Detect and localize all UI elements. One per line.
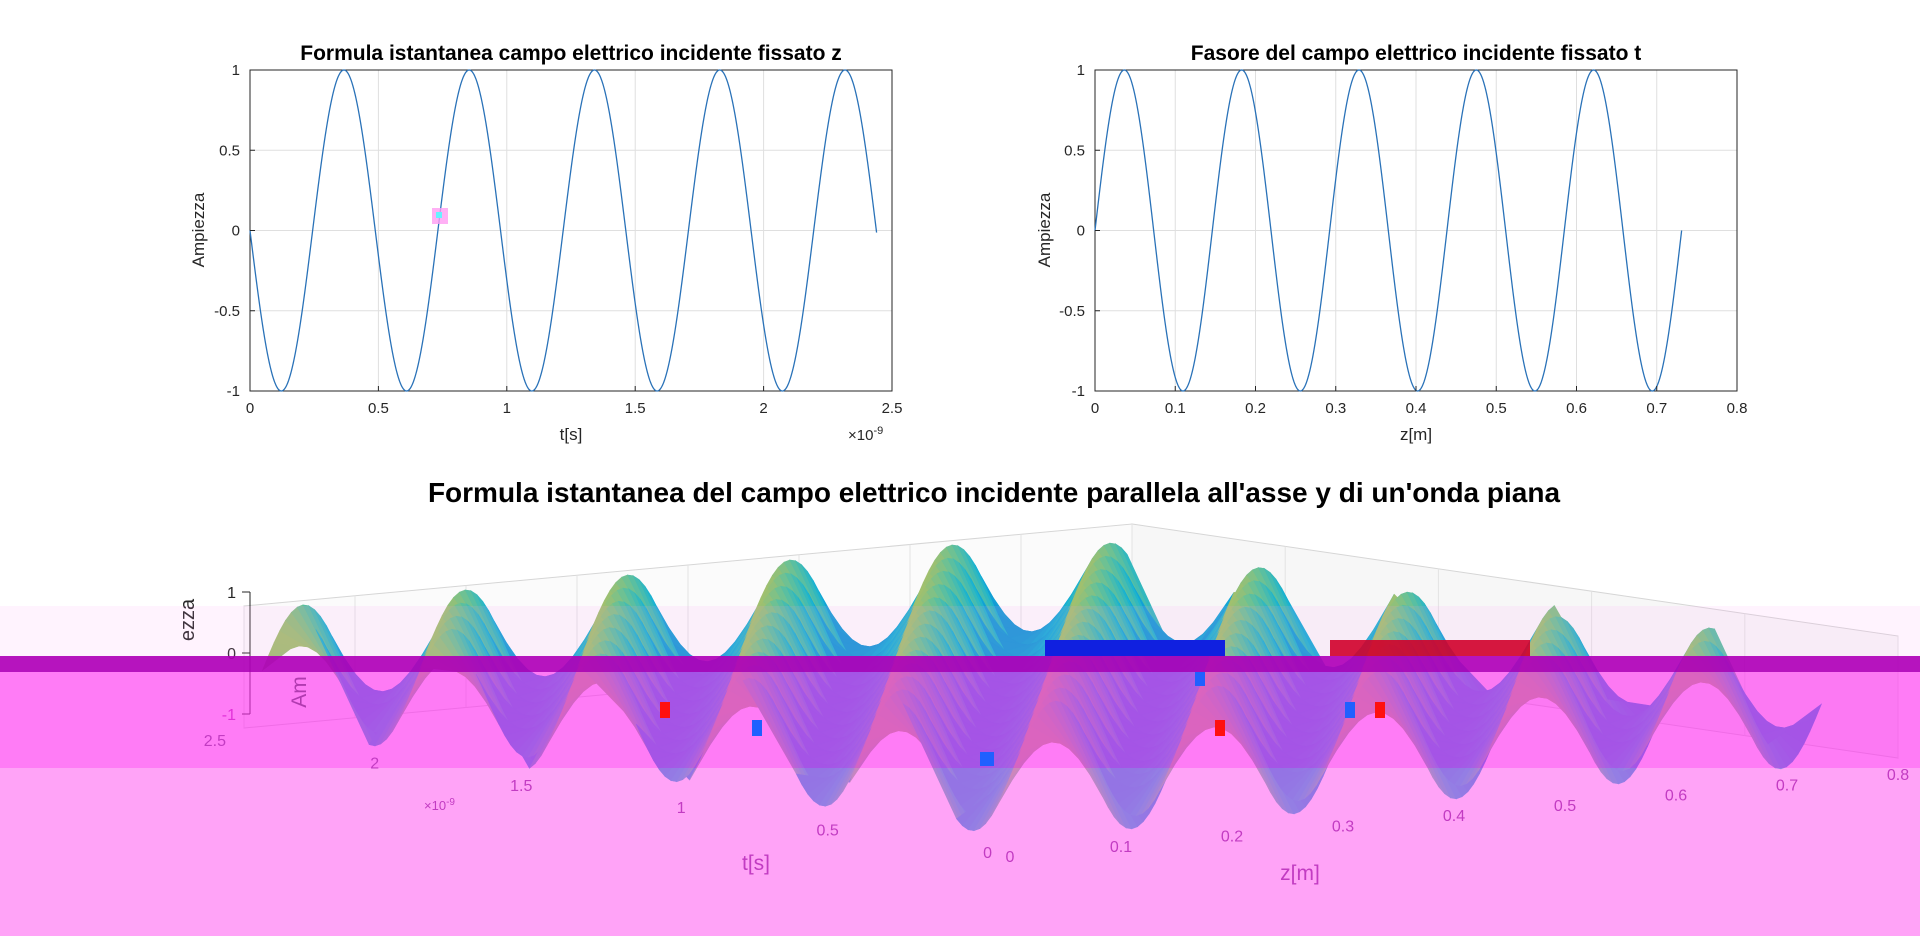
time-domain-x-label: t[s] bbox=[560, 425, 583, 444]
artifact-red-block-2 bbox=[1215, 720, 1225, 736]
c2-y-tick-label: 0.5 bbox=[1064, 142, 1085, 159]
space-domain-title: Fasore del campo elettrico incidente fis… bbox=[1191, 42, 1641, 65]
artifact-pale-band bbox=[0, 606, 1920, 656]
space-domain-x-ticks: 0 0.1 0.2 0.3 0.4 0.5 0.6 0.7 0.8 bbox=[1091, 386, 1748, 417]
surface-title: Formula istantanea del campo elettrico i… bbox=[428, 477, 1561, 508]
c1-y-tick-label: 0 bbox=[232, 223, 240, 240]
surface-z-axis-tick-label: 0.1 bbox=[1110, 839, 1132, 856]
c2-y-tick-label: -0.5 bbox=[1059, 303, 1085, 320]
time-domain-grid bbox=[249, 69, 893, 392]
surface-t-tick-label: 2 bbox=[370, 755, 379, 772]
time-domain-y-ticks: -1 -0.5 0 0.5 1 bbox=[214, 62, 255, 400]
c1-x-tick-label: 0.5 bbox=[368, 400, 389, 417]
c1-x-tick-label: 1.5 bbox=[625, 400, 646, 417]
surface-t-exponent: ×10-9 bbox=[424, 797, 455, 813]
c2-x-tick-label: 0.3 bbox=[1325, 400, 1346, 417]
c2-y-tick-label: 1 bbox=[1077, 62, 1085, 79]
c2-x-tick-label: 0.2 bbox=[1245, 400, 1266, 417]
surface-z-tick-label: 0 bbox=[227, 646, 236, 663]
c2-x-tick-label: 0.4 bbox=[1406, 400, 1427, 417]
surface-z-label: ezza bbox=[177, 598, 199, 641]
c1-x-tick-label: 2.5 bbox=[882, 400, 903, 417]
surface-t-tick-label: 1.5 bbox=[510, 778, 532, 795]
artifact-blue-block-3 bbox=[1345, 702, 1355, 718]
surface-z-axis-tick-label: 0.4 bbox=[1443, 808, 1465, 825]
artifact-magenta-band bbox=[0, 672, 1920, 768]
c2-x-tick-label: 0.1 bbox=[1165, 400, 1186, 417]
c2-x-tick-label: 0.6 bbox=[1566, 400, 1587, 417]
surface-t-tick-label: 2.5 bbox=[204, 733, 226, 750]
artifact-blue-strip bbox=[1045, 640, 1225, 656]
space-domain-chart: 0 0.1 0.2 0.3 0.4 0.5 0.6 0.7 0.8 -1 -0.5 0 0.5 1 Fa… bbox=[1035, 42, 1747, 444]
c2-x-tick-label: 0.5 bbox=[1486, 400, 1507, 417]
c1-y-tick-label: -1 bbox=[227, 383, 240, 400]
time-domain-y-label: Ampiezza bbox=[189, 192, 208, 267]
time-domain-x-exponent: ×10-9 bbox=[848, 425, 883, 444]
c2-y-tick-label: 0 bbox=[1077, 223, 1085, 240]
surface-t-label: t[s] bbox=[742, 852, 770, 875]
artifact-dark-band bbox=[0, 656, 1920, 672]
space-domain-y-ticks: -1 -0.5 0 0.5 1 bbox=[1059, 62, 1100, 400]
artifact-red-block-3 bbox=[1375, 702, 1385, 718]
time-domain-chart: 0 0.5 1 1.5 2 2.5 -1 -0.5 0 0.5 1 Formula istanta… bbox=[189, 42, 902, 444]
surface-z-tick-label: 1 bbox=[227, 585, 236, 602]
artifact-red-strip bbox=[1330, 640, 1530, 656]
artifact-blue-block-1 bbox=[752, 720, 762, 736]
artifact-blue-block-4 bbox=[980, 752, 994, 766]
c1-x-tick-label: 0 bbox=[246, 400, 254, 417]
surface-z-axis-ticks: 0 0.1 0.2 0.3 0.4 0.5 0.6 0.7 0.8 bbox=[1006, 767, 1910, 866]
surface-z-axis-tick-label: 0.8 bbox=[1887, 767, 1909, 784]
surface-z-axis-label: z[m] bbox=[1280, 862, 1320, 885]
time-domain-title: Formula istantanea campo elettrico incid… bbox=[300, 42, 841, 65]
space-domain-x-label: z[m] bbox=[1400, 425, 1432, 444]
surface-amp-fragment: Am bbox=[288, 676, 311, 708]
c1-y-tick-label: 0.5 bbox=[219, 142, 240, 159]
space-domain-series-line bbox=[1094, 69, 1683, 392]
surface-chart: Formula istantanea del campo elettrico i… bbox=[0, 477, 1920, 936]
c1-y-tick-label: 1 bbox=[232, 62, 240, 79]
space-domain-grid bbox=[1094, 69, 1738, 392]
c2-y-tick-label: -1 bbox=[1072, 383, 1085, 400]
c2-x-tick-label: 0.8 bbox=[1727, 400, 1748, 417]
surface-t-tick-label: 0.5 bbox=[817, 823, 839, 840]
time-domain-series-line bbox=[249, 69, 878, 392]
c1-x-tick-label: 2 bbox=[759, 400, 767, 417]
surface-t-tick-label: 1 bbox=[677, 800, 686, 817]
surface-z-axis-tick-label: 0.6 bbox=[1665, 788, 1687, 805]
artifact-cursor-glyph-inner bbox=[436, 212, 442, 218]
surface-t-ticks: 0 0.5 1 1.5 2 2.5 bbox=[204, 733, 992, 862]
artifact-magenta-lower bbox=[0, 768, 1920, 936]
c1-y-tick-label: -0.5 bbox=[214, 303, 240, 320]
surface-z-axis-tick-label: 0 bbox=[1006, 849, 1015, 866]
c2-x-tick-label: 0 bbox=[1091, 400, 1099, 417]
artifact-blue-block-2 bbox=[1195, 672, 1205, 686]
surface-t-tick-label: 0 bbox=[983, 845, 992, 862]
c1-x-tick-label: 1 bbox=[503, 400, 511, 417]
surface-z-axis-tick-label: 0.3 bbox=[1332, 818, 1354, 835]
time-domain-x-ticks: 0 0.5 1 1.5 2 2.5 bbox=[246, 386, 903, 417]
c2-x-tick-label: 0.7 bbox=[1646, 400, 1667, 417]
artifact-red-block-1 bbox=[660, 702, 670, 718]
space-domain-y-label: Ampiezza bbox=[1035, 192, 1054, 267]
surface-z-axis-tick-label: 0.5 bbox=[1554, 798, 1576, 815]
surface-z-axis-tick-label: 0.2 bbox=[1221, 829, 1243, 846]
render-artifact-overlay bbox=[0, 606, 1920, 936]
surface-z-axis-tick-label: 0.7 bbox=[1776, 777, 1798, 794]
